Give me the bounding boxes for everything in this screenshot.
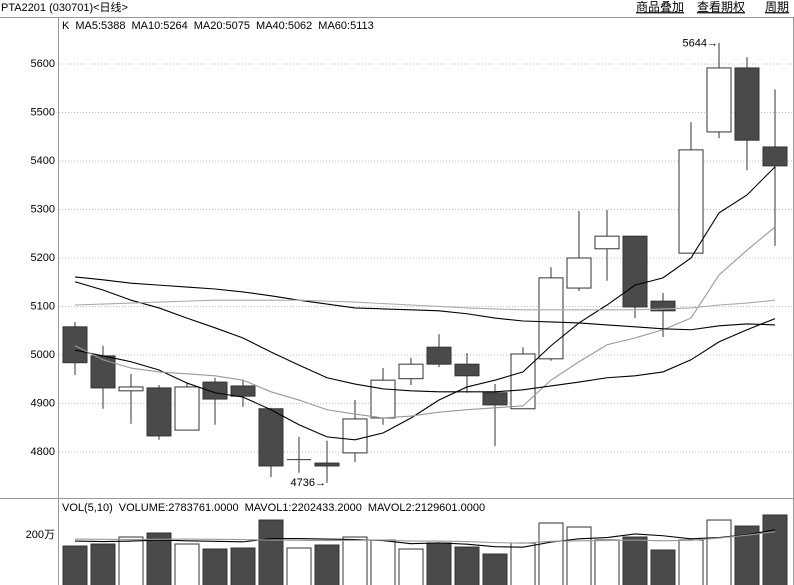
mavol-line	[74, 529, 776, 548]
volume-bar	[146, 532, 172, 585]
volume-bar	[90, 543, 116, 585]
legend-label: MA10:5264	[132, 20, 188, 32]
ma-line	[74, 166, 776, 441]
volume-bar	[594, 539, 620, 585]
candle-body	[510, 353, 536, 410]
legend-label: MAVOL2:2129601.0000	[368, 502, 485, 514]
candle-body	[594, 235, 620, 250]
candle-body	[622, 235, 648, 308]
candle-body	[734, 67, 760, 141]
overlay-link[interactable]: 商品叠加	[636, 0, 684, 14]
candle-body	[90, 355, 116, 389]
volume-bar	[678, 539, 704, 585]
volume-bar	[566, 526, 592, 585]
candle-body	[706, 67, 732, 133]
candle-body	[426, 346, 452, 365]
ma-line	[74, 226, 776, 419]
volume-bar	[202, 548, 228, 585]
candle-body	[314, 462, 340, 467]
candle-body	[174, 386, 200, 431]
candle-body	[118, 386, 144, 392]
volume-bar	[482, 553, 508, 585]
y-tick-label: 4900	[31, 397, 55, 409]
candle-body	[230, 385, 256, 397]
mavol-line	[74, 531, 776, 544]
candle-body	[678, 149, 704, 254]
extreme-annotation: 5644→	[683, 38, 718, 50]
legend-label: MA20:5075	[194, 20, 250, 32]
window-title: PTA2201 (030701)<日线>	[1, 0, 128, 14]
y-tick-label: 200万	[26, 529, 55, 541]
y-tick-label: 5100	[31, 300, 55, 312]
ma-line	[74, 276, 776, 331]
candle-body	[202, 381, 228, 400]
y-tick-label: 5200	[31, 252, 55, 264]
volume-bar	[510, 542, 536, 585]
volume-bar	[286, 547, 312, 585]
candle-body	[398, 363, 424, 380]
candle-body	[566, 257, 592, 289]
volume-bar	[230, 547, 256, 585]
candle-body	[342, 418, 368, 454]
candle-body	[482, 392, 508, 406]
y-tick-label: 5500	[31, 106, 55, 118]
candle-body	[258, 408, 284, 467]
legend-label: MA5:5388	[75, 20, 125, 32]
legend-label: VOL(5,10)	[62, 502, 113, 514]
ma-line	[74, 281, 776, 393]
volume-bar	[650, 549, 676, 585]
volume-bar	[370, 539, 396, 585]
y-tick-label: 4800	[31, 446, 55, 458]
candle-body	[62, 326, 88, 364]
legend-label: MA40:5062	[256, 20, 312, 32]
y-tick-label: 5300	[31, 203, 55, 215]
volume-bar	[174, 543, 200, 585]
volume-bar	[314, 544, 340, 585]
y-tick-label: 5400	[31, 155, 55, 167]
legend-label: MA60:5113	[318, 20, 373, 32]
volume-bar	[538, 522, 564, 585]
ma-line	[74, 299, 776, 311]
candle-body	[538, 277, 564, 360]
volume-bar	[426, 542, 452, 585]
y-tick-label: 5000	[31, 349, 55, 361]
candle-body	[146, 387, 172, 437]
volume-bar	[762, 514, 788, 585]
volume-bar	[118, 536, 144, 585]
volume-bar	[706, 519, 732, 585]
candle-body	[454, 363, 480, 377]
extreme-annotation: 4736→	[291, 477, 326, 489]
candle-body	[650, 300, 676, 312]
volume-bar	[398, 548, 424, 585]
legend-label: K	[62, 20, 70, 32]
volume-bar	[62, 545, 88, 585]
candle-body	[762, 146, 788, 167]
period-link[interactable]: 周期	[765, 0, 789, 14]
y-tick-label: 5600	[31, 58, 55, 70]
options-link[interactable]: 查看期权	[697, 0, 745, 14]
volume-bar	[342, 536, 368, 585]
legend-label: VOLUME:2783761.0000	[119, 502, 239, 514]
volume-bar	[622, 536, 648, 585]
legend-label: MAVOL1:2202433.2000	[245, 502, 362, 514]
volume-bar	[258, 519, 284, 585]
candle-body	[370, 379, 396, 419]
volume-bar	[454, 546, 480, 585]
